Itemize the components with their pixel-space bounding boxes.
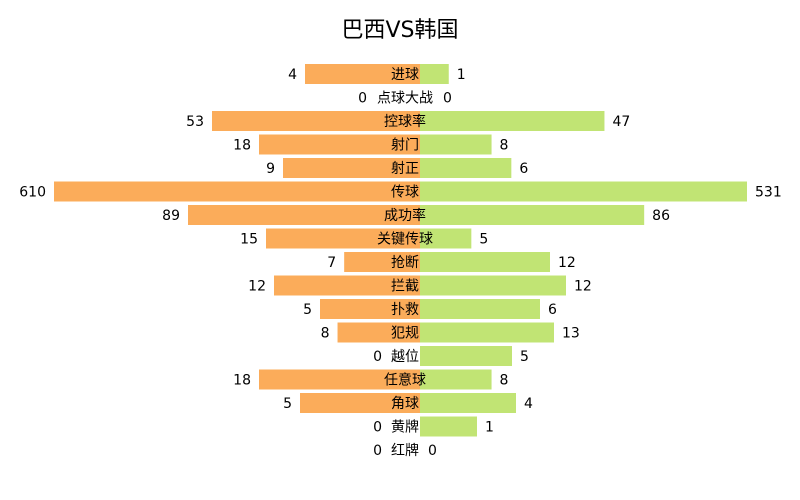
bar-left bbox=[320, 299, 420, 319]
bar-left bbox=[337, 322, 420, 343]
value-label-right: 13 bbox=[562, 326, 580, 342]
bar-right bbox=[420, 322, 554, 343]
bar-right bbox=[420, 275, 566, 296]
value-label-left: 12 bbox=[248, 279, 266, 295]
bar-left bbox=[259, 134, 420, 155]
category-label: 传球 bbox=[391, 185, 419, 201]
value-label-right: 12 bbox=[558, 255, 576, 271]
category-label: 控球率 bbox=[384, 113, 426, 130]
bar-left bbox=[274, 275, 420, 296]
bar-right bbox=[420, 416, 477, 437]
value-label-left: 0 bbox=[358, 91, 367, 107]
value-label-left: 0 bbox=[373, 420, 382, 436]
value-label-left: 0 bbox=[373, 349, 382, 365]
value-label-left: 4 bbox=[288, 67, 297, 83]
bar-right bbox=[420, 299, 540, 319]
value-label-right: 1 bbox=[457, 67, 466, 83]
bar-left bbox=[212, 111, 420, 131]
category-label: 犯规 bbox=[391, 326, 419, 342]
value-label-right: 6 bbox=[519, 161, 528, 177]
bar-right bbox=[420, 346, 512, 366]
bar-right bbox=[420, 205, 645, 225]
bar-right bbox=[420, 64, 449, 84]
bars-layer bbox=[54, 64, 747, 437]
category-label: 射门 bbox=[391, 138, 419, 154]
category-label: 红牌 bbox=[391, 442, 419, 459]
value-label-left: 53 bbox=[186, 114, 204, 130]
category-label: 关键传球 bbox=[377, 232, 433, 248]
value-label-left: 610 bbox=[19, 185, 46, 201]
value-label-right: 0 bbox=[428, 443, 437, 459]
value-label-right: 5 bbox=[520, 349, 529, 365]
category-label: 成功率 bbox=[384, 207, 426, 224]
bar-right bbox=[420, 393, 516, 413]
bar-left bbox=[283, 158, 420, 178]
value-label-left: 89 bbox=[162, 208, 180, 224]
category-label: 射正 bbox=[391, 161, 419, 177]
value-label-right: 47 bbox=[612, 114, 630, 130]
value-label-right: 531 bbox=[755, 185, 782, 201]
bar-right bbox=[420, 111, 605, 131]
bar-right bbox=[420, 252, 550, 272]
bar-right bbox=[420, 369, 492, 390]
value-label-left: 0 bbox=[373, 443, 382, 459]
bar-left bbox=[259, 369, 420, 390]
value-label-left: 9 bbox=[266, 161, 275, 177]
value-label-right: 6 bbox=[548, 302, 557, 318]
bar-left bbox=[266, 228, 420, 249]
value-label-left: 15 bbox=[240, 232, 258, 248]
bar-left bbox=[188, 205, 420, 225]
category-label: 越位 bbox=[391, 349, 419, 365]
category-label: 扑救 bbox=[391, 302, 419, 318]
bar-right bbox=[420, 134, 492, 155]
category-label: 拦截 bbox=[391, 279, 419, 295]
category-label: 任意球 bbox=[384, 372, 426, 389]
bar-right bbox=[420, 228, 472, 249]
category-label: 抢断 bbox=[391, 254, 419, 271]
bar-left bbox=[305, 64, 420, 84]
value-label-left: 18 bbox=[233, 138, 251, 154]
value-label-right: 1 bbox=[485, 420, 494, 436]
value-label-right: 5 bbox=[479, 232, 488, 248]
value-label-right: 4 bbox=[524, 396, 533, 412]
value-label-right: 8 bbox=[500, 138, 509, 154]
category-label: 点球大战 bbox=[377, 91, 433, 107]
value-label-right: 0 bbox=[443, 91, 452, 107]
category-label: 角球 bbox=[391, 396, 419, 412]
bar-left bbox=[54, 181, 420, 202]
value-label-left: 5 bbox=[303, 302, 312, 318]
category-label: 黄牌 bbox=[391, 419, 419, 436]
value-label-left: 5 bbox=[283, 396, 292, 412]
bar-right bbox=[420, 181, 747, 202]
value-label-right: 8 bbox=[500, 373, 509, 389]
category-label: 进球 bbox=[391, 67, 419, 83]
value-label-right: 86 bbox=[652, 208, 670, 224]
value-label-left: 7 bbox=[327, 255, 336, 271]
bar-left bbox=[300, 393, 420, 413]
value-label-left: 18 bbox=[233, 373, 251, 389]
bar-left bbox=[344, 252, 420, 272]
value-label-right: 12 bbox=[574, 279, 592, 295]
bar-right bbox=[420, 158, 512, 178]
chart-title: 巴西VS韩国 bbox=[341, 18, 458, 43]
value-label-left: 8 bbox=[321, 326, 330, 342]
